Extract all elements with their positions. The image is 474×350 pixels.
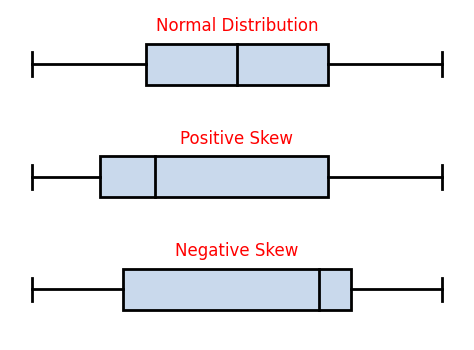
Bar [100, 156, 328, 197]
Bar [146, 44, 328, 84]
Text: Positive Skew: Positive Skew [181, 130, 293, 148]
Text: Negative Skew: Negative Skew [175, 243, 299, 260]
Bar [123, 269, 351, 310]
Text: Normal Distribution: Normal Distribution [156, 17, 318, 35]
